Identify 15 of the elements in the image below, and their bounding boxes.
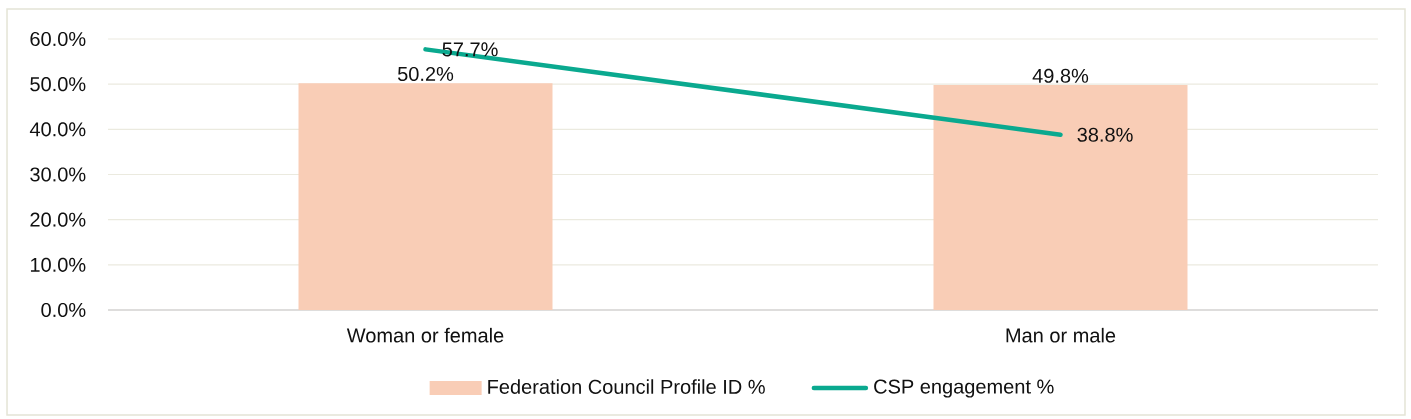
y-tick-label: 10.0%: [30, 257, 86, 272]
y-tick-label: 60.0%: [30, 31, 86, 47]
y-tick-label: 20.0%: [30, 212, 86, 227]
x-tick-label: Woman or female: [346, 327, 504, 343]
data-label: 38.8%: [1077, 127, 1133, 142]
x-tick-label: Man or male: [1006, 327, 1116, 343]
legend-label: CSP engagement %: [874, 379, 1054, 398]
legend-label: Federation Council Profile ID %: [488, 379, 765, 394]
data-label: 49.8%: [1032, 68, 1089, 83]
data-label: 50.2%: [397, 66, 454, 82]
y-tick-label: 30.0%: [30, 167, 86, 182]
data-label: 57.7%: [442, 42, 498, 57]
y-tick-label: 40.0%: [29, 122, 86, 137]
y-tick-label: 50.0%: [30, 77, 86, 92]
y-tick-label: 0.0%: [41, 302, 86, 318]
